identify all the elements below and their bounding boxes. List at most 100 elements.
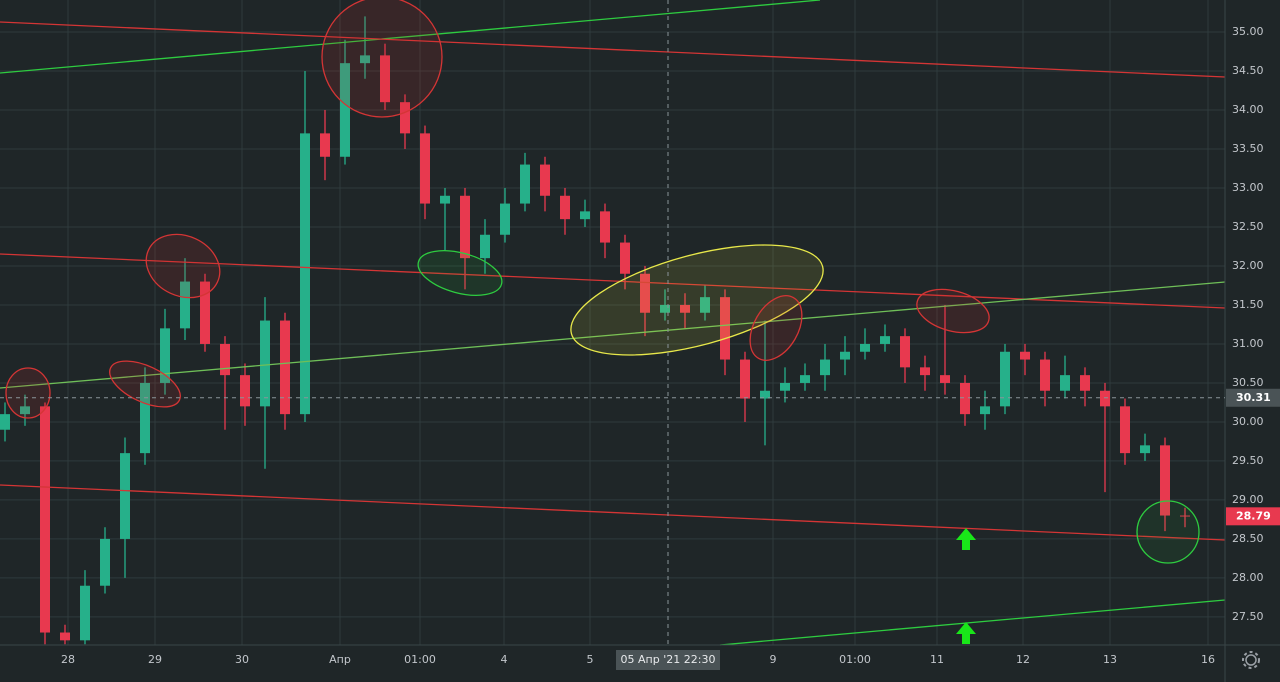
candle-body <box>940 375 950 383</box>
candle-body <box>740 359 750 399</box>
trend-line <box>0 253 1226 309</box>
y-tick-label: 29.00 <box>1232 493 1264 506</box>
y-tick-label: 32.00 <box>1232 259 1264 272</box>
y-tick-label: 30.50 <box>1232 376 1264 389</box>
axes: 27.50 28.00 28.50 29.00 29.50 30.00 30.50 31.00… <box>61 25 1264 666</box>
candle-body <box>880 336 890 344</box>
highlight-ellipse <box>749 295 803 361</box>
gear-teeth[interactable] <box>1242 651 1260 669</box>
candle-body <box>600 211 610 243</box>
trend-line <box>0 484 1226 541</box>
candle-body <box>460 195 470 259</box>
y-tick-label: 34.00 <box>1232 103 1264 116</box>
x-tick-label: Апр <box>329 653 351 666</box>
candle-body <box>820 359 830 376</box>
candle-body <box>280 320 290 415</box>
candle-body <box>240 375 250 407</box>
candle-body <box>620 242 630 274</box>
y-tick-label: 31.00 <box>1232 337 1264 350</box>
candle-body <box>300 133 310 415</box>
candle-body <box>560 195 570 220</box>
candle-body <box>1160 445 1170 516</box>
y-tick-label: 27.50 <box>1232 610 1264 623</box>
x-tick-label: 01:00 <box>839 653 871 666</box>
x-tick-label: 28 <box>61 653 75 666</box>
candle-body <box>1100 390 1110 407</box>
up-arrow <box>956 622 976 644</box>
candle-body <box>760 390 770 399</box>
settings-icon[interactable] <box>1242 651 1260 669</box>
candle-body <box>540 164 550 196</box>
candle-body <box>140 382 150 454</box>
crosshair-x-box <box>616 650 720 670</box>
candle-body <box>260 320 270 407</box>
candle-body <box>900 336 910 368</box>
up-arrow <box>956 528 976 550</box>
x-tick-label: 16 <box>1201 653 1215 666</box>
crosshair-y-label: 30.31 <box>1236 391 1271 404</box>
y-tick-label: 30.00 <box>1232 415 1264 428</box>
highlight-ellipse <box>417 250 503 296</box>
candle-body <box>200 281 210 344</box>
crosshair-y-box <box>1226 388 1280 407</box>
x-tick-label: 29 <box>148 653 162 666</box>
candle-body <box>1180 515 1190 517</box>
highlight-ellipse <box>109 360 181 408</box>
candle-body <box>1140 445 1150 454</box>
candle-body <box>520 164 530 204</box>
annotations <box>0 0 1226 646</box>
candle-body <box>440 195 450 204</box>
candle-body <box>960 382 970 415</box>
candle-body <box>60 632 70 641</box>
x-tick-label: 5 <box>587 653 594 666</box>
candle-body <box>0 414 10 430</box>
highlight-circle <box>321 0 443 118</box>
y-tick-label: 29.50 <box>1232 454 1264 467</box>
candle-body <box>720 297 730 360</box>
highlight-ellipse <box>5 367 51 419</box>
candle-body <box>20 406 30 415</box>
candle-body <box>660 304 670 313</box>
highlight-circle <box>1136 500 1200 564</box>
candle-body <box>780 382 790 391</box>
candle-body <box>1040 359 1050 391</box>
x-tick-label: 13 <box>1103 653 1117 666</box>
candles <box>0 16 1190 645</box>
candle-body <box>860 343 870 352</box>
candle-body <box>500 203 510 235</box>
candle-body <box>1080 375 1090 391</box>
candle-body <box>340 63 350 157</box>
y-tick-label: 34.50 <box>1232 64 1264 77</box>
x-tick-label: 9 <box>770 653 777 666</box>
candle-body <box>1120 406 1130 454</box>
candle-body <box>220 343 230 376</box>
gear[interactable] <box>1245 654 1257 666</box>
x-tick-label: 11 <box>930 653 944 666</box>
crosshair-x-label: 05 Апр '21 22:30 <box>621 653 716 666</box>
y-tick-label: 32.50 <box>1232 220 1264 233</box>
candle-body <box>80 585 90 641</box>
candle-body <box>180 281 190 329</box>
y-tick-label: 31.50 <box>1232 298 1264 311</box>
candle-body <box>1020 351 1030 360</box>
candle-body <box>360 55 370 64</box>
highlight-ellipse <box>570 244 824 356</box>
y-tick-label: 33.50 <box>1232 142 1264 155</box>
candle-body <box>580 211 590 220</box>
y-tick-label: 35.00 <box>1232 25 1264 38</box>
candle-body <box>640 273 650 313</box>
candle-body <box>700 297 710 313</box>
trend-line <box>0 0 821 74</box>
trend-line <box>0 21 1226 78</box>
candle-body <box>800 375 810 383</box>
x-tick-label: 01:00 <box>404 653 436 666</box>
candle-body <box>380 55 390 103</box>
trend-line <box>719 599 1226 646</box>
highlight-ellipse <box>145 233 221 299</box>
y-tick-label: 28.50 <box>1232 532 1264 545</box>
candle-body <box>320 133 330 157</box>
x-tick-label: 4 <box>501 653 508 666</box>
